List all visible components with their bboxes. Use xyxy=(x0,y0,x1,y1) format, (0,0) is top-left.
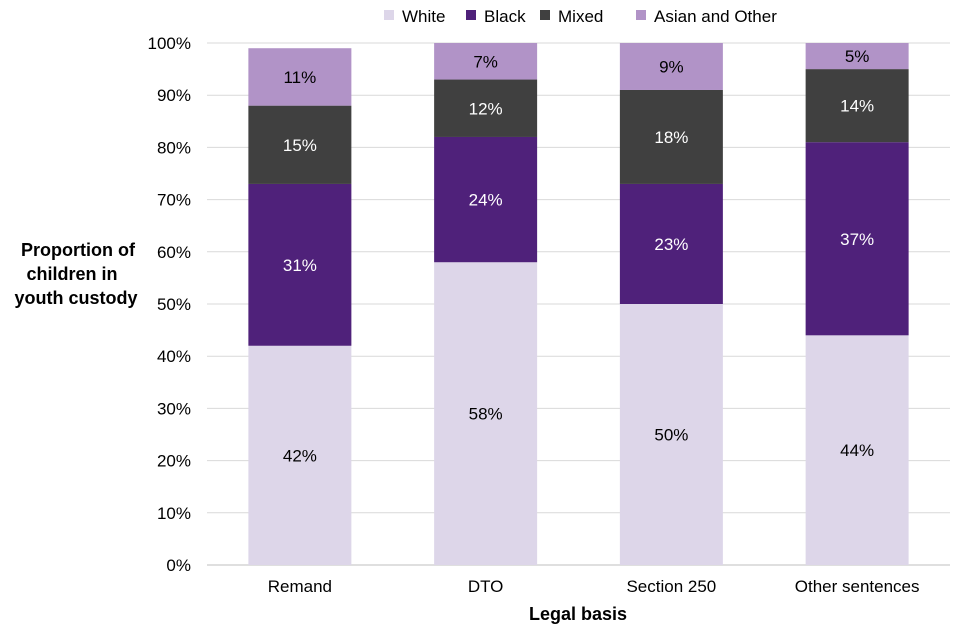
data-label: 5% xyxy=(845,47,870,66)
legend-swatch xyxy=(540,10,550,20)
stacked-bar-chart: 42% 31% 15% 11% 58% 24% 12% 7% 50% 23% 18% 9% 44% 37%… xyxy=(0,0,960,640)
y-tick-label: 100% xyxy=(148,34,191,53)
y-axis-title-line-1: Proportion of xyxy=(21,240,136,260)
legend-swatch xyxy=(384,10,394,20)
y-tick-label: 70% xyxy=(157,191,191,210)
y-tick-label: 10% xyxy=(157,504,191,523)
legend-label: Mixed xyxy=(558,7,603,26)
data-label: 15% xyxy=(283,136,317,155)
data-label: 58% xyxy=(469,405,503,424)
data-label: 44% xyxy=(840,441,874,460)
data-label: 11% xyxy=(283,68,316,87)
legend-swatch xyxy=(636,10,646,20)
data-label: 18% xyxy=(654,128,688,147)
y-tick-label: 40% xyxy=(157,347,191,366)
legend-label: White xyxy=(402,7,445,26)
data-label: 14% xyxy=(840,97,874,116)
data-label: 12% xyxy=(469,99,503,118)
data-label: 37% xyxy=(840,230,874,249)
legend-swatch xyxy=(466,10,476,20)
data-label: 24% xyxy=(469,191,503,210)
legend-label: Asian and Other xyxy=(654,7,777,26)
data-label: 9% xyxy=(659,57,684,76)
y-axis-title-line-3: youth custody xyxy=(14,288,137,308)
y-tick-label: 50% xyxy=(157,295,191,314)
legend-label: Black xyxy=(484,7,526,26)
y-axis-title-line-2: children in xyxy=(26,264,117,284)
data-label: 31% xyxy=(283,256,317,275)
x-tick-label: Section 250 xyxy=(626,577,716,596)
data-label: 42% xyxy=(283,446,317,465)
y-tick-label: 60% xyxy=(157,243,191,262)
x-axis-title: Legal basis xyxy=(529,604,627,624)
y-axis-ticks: 0% 10% 20% 30% 40% 50% 60% 70% 80% 90% 100% xyxy=(148,34,191,575)
x-axis-ticks: Remand DTO Section 250 Other sentences xyxy=(268,577,920,596)
data-labels: 42% 31% 15% 11% 58% 24% 12% 7% 50% 23% 18% 9% 44% 37%… xyxy=(283,47,874,465)
data-label: 50% xyxy=(654,426,688,445)
x-tick-label: Remand xyxy=(268,577,332,596)
x-tick-label: Other sentences xyxy=(795,577,920,596)
y-tick-label: 0% xyxy=(166,556,191,575)
data-label: 23% xyxy=(654,235,688,254)
y-tick-label: 30% xyxy=(157,399,191,418)
y-tick-label: 90% xyxy=(157,86,191,105)
y-tick-label: 80% xyxy=(157,138,191,157)
y-tick-label: 20% xyxy=(157,452,191,471)
x-tick-label: DTO xyxy=(468,577,504,596)
data-label: 7% xyxy=(473,52,498,71)
legend: White Black Mixed Asian and Other xyxy=(384,7,777,26)
